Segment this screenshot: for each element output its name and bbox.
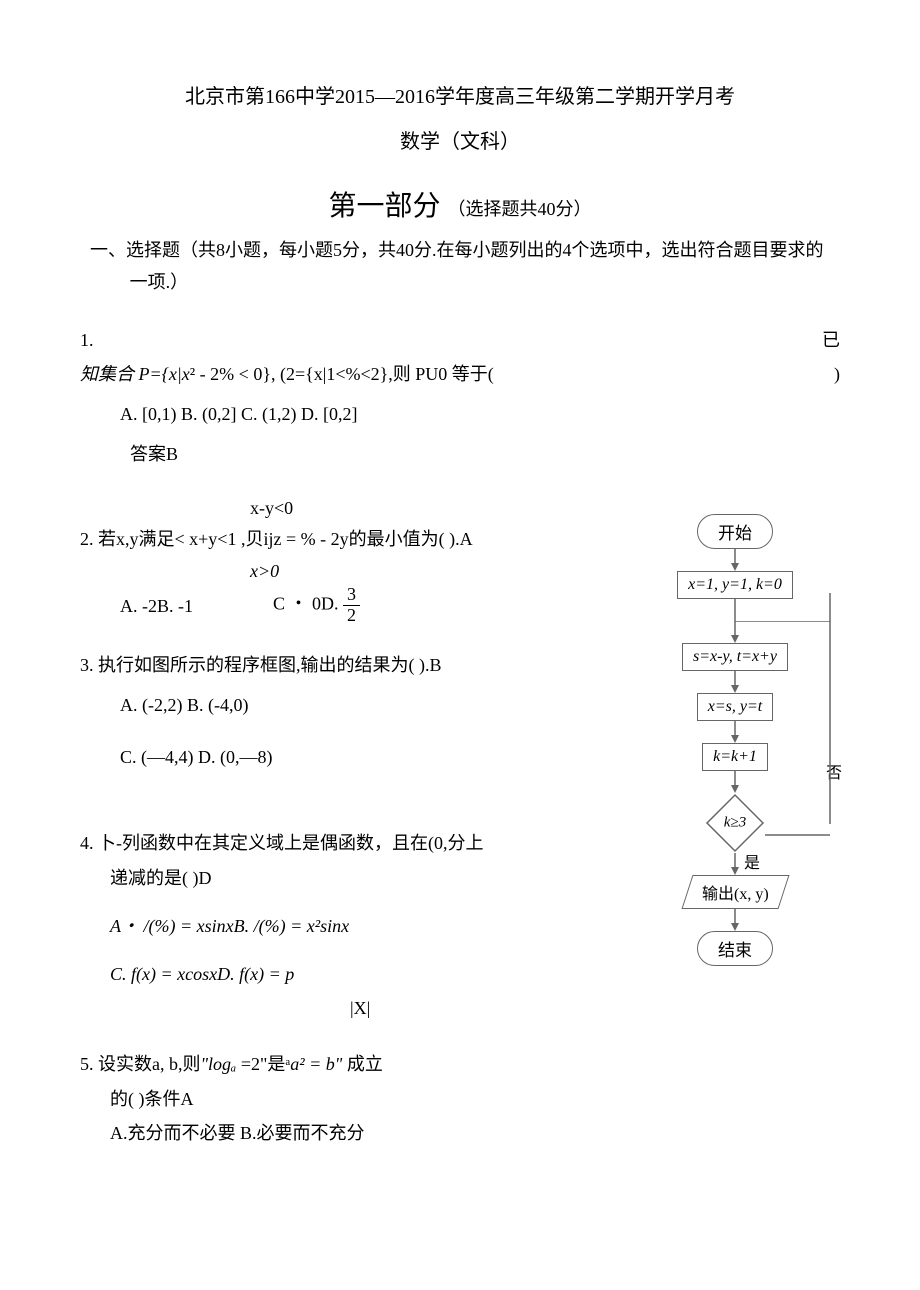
- question-2: x-y<0 2. 若x,y满足< x+y<1 ,贝ijz = % - 2y的最小…: [80, 494, 610, 626]
- q4-stem1: 4. 卜-列函数中在其定义域上是偶函数，且在(0,分上: [80, 826, 610, 860]
- q2-constraint1: x-y<0: [250, 494, 610, 523]
- q4-opts-c: C. f(x) = xcosxD. f(x) = p |X|: [110, 957, 610, 1025]
- question-4: 4. 卜-列函数中在其定义域上是偶函数，且在(0,分上 递减的是( )D A・ …: [80, 826, 610, 1025]
- q2-opts-cd: C ・ 0D. 3 2: [273, 585, 360, 626]
- part-title: 第一部分 （选择题共40分）: [80, 184, 840, 224]
- fc-decision: k≥3 否: [630, 793, 840, 853]
- question-5: 5. 设实数a, b,则"logₐ =2"是ᵃa² = b" 成立 的( )条件…: [80, 1047, 610, 1150]
- q2-opts-ab: A. -2B. -1: [120, 589, 193, 623]
- flowchart: 开始 x=1, y=1, k=0 s=x-y, t=x+y x=s, y=t k…: [630, 514, 840, 966]
- exam-page: 北京市第166中学2015—2016学年度高三年级第二学期开学月考 数学（文科）…: [0, 0, 920, 1212]
- part-main: 第一部分: [328, 191, 440, 222]
- fc-step2: x=s, y=t: [697, 693, 773, 721]
- fc-arrow-icon: [630, 549, 840, 571]
- fc-start: 开始: [697, 514, 773, 549]
- fc-output: 输出(x, y): [681, 875, 789, 909]
- exam-title: 北京市第166中学2015—2016学年度高三年级第二学期开学月考: [80, 80, 840, 109]
- q1-num: 1.: [80, 323, 94, 357]
- fc-init: x=1, y=1, k=0: [677, 571, 793, 599]
- fc-arrow-icon: 是: [630, 853, 840, 875]
- q5-stem1: 5. 设实数a, b,则"logₐ =2"是ᵃa² = b" 成立: [80, 1047, 610, 1081]
- fc-yes-label: 是: [744, 849, 760, 873]
- q1-answer: 答案B: [130, 437, 840, 471]
- fc-step3: k=k+1: [702, 743, 768, 771]
- fc-end: 结束: [697, 931, 773, 966]
- q3-stem: 3. 执行如图所示的程序框图,输出的结果为( ).B: [80, 648, 610, 682]
- fc-arrow-icon: [630, 909, 840, 931]
- q3-opts-cd: C. (—4,4) D. (0,—8): [120, 740, 610, 774]
- part-sub: （选择题共40分）: [448, 199, 592, 219]
- q2-fraction: 3 2: [343, 585, 360, 626]
- q1-right-paren: ): [834, 357, 840, 391]
- fc-arrow-icon: [630, 721, 840, 743]
- fc-step1: s=x-y, t=x+y: [682, 643, 788, 671]
- fc-no-label: 否: [826, 759, 842, 783]
- fc-merge-node: [630, 621, 840, 643]
- q2-constraint3: x>0: [250, 557, 610, 586]
- q1-right-char: 已: [822, 323, 840, 357]
- q5-opts: A.充分而不必要 B.必要而不充分: [110, 1116, 610, 1150]
- q1-options: A. [0,1) B. (0,2] C. (1,2) D. [0,2]: [120, 397, 840, 431]
- question-1: 1. 已 知集合 P={x|x² - 2% < 0}, (2={x|1<%<2}…: [80, 323, 840, 472]
- exam-subject: 数学（文科）: [80, 125, 840, 154]
- fc-arrow-icon: [630, 599, 840, 621]
- fc-arrow-icon: [630, 671, 840, 693]
- q4-stem2: 递减的是( )D: [110, 861, 610, 895]
- q4-opts-ab: A・ /(%) = xsinxB. /(%) = x²sinx: [110, 909, 610, 943]
- section-instruction: 一、选择题（共8小题，每小题5分，共40分.在每小题列出的4个选项中，选出符合题…: [90, 234, 830, 299]
- q2-stem: 2. 若x,y满足< x+y<1 ,贝ijz = % - 2y的最小值为( ).…: [80, 522, 610, 556]
- fc-cond: k≥3: [724, 814, 746, 831]
- q1-stem-text: 知集合 P={x|x² - 2% < 0}, (2={x|1<%<2},则 PU…: [80, 357, 494, 391]
- q3-opts-ab: A. (-2,2) B. (-4,0): [120, 688, 610, 722]
- q5-stem2: 的( )条件A: [110, 1082, 610, 1116]
- question-3: 3. 执行如图所示的程序框图,输出的结果为( ).B A. (-2,2) B. …: [80, 648, 610, 775]
- fc-arrow-icon: [630, 771, 840, 793]
